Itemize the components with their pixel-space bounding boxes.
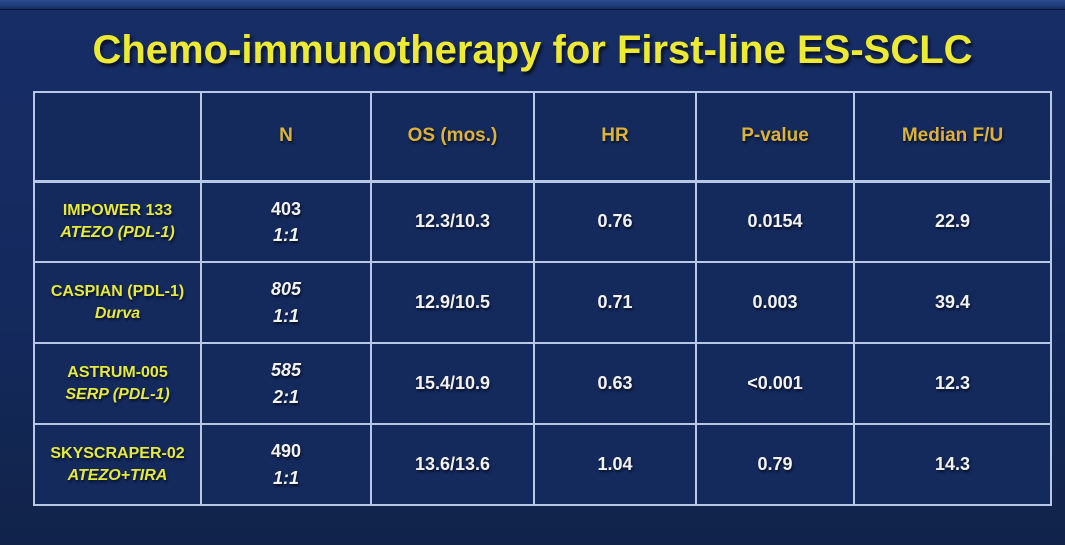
header-os: OS (mos.) [370, 91, 535, 183]
p-value-cell: 0.79 [695, 423, 855, 506]
table-row-impower133: IMPOWER 133 ATEZO (PDL-1) 403 1:1 12.3/1… [33, 180, 1052, 263]
header-hr: HR [533, 91, 697, 183]
n-cell: 403 1:1 [200, 180, 372, 263]
study-name: IMPOWER 133 [62, 202, 173, 220]
slide-title: Chemo-immunotherapy for First-line ES-SC… [92, 28, 973, 72]
n-value: 403 [270, 198, 302, 219]
median-fu-cell: 22.9 [853, 180, 1052, 263]
randomization-ratio: 2:1 [272, 386, 299, 407]
n-cell: 490 1:1 [200, 423, 372, 506]
hr-cell: 0.63 [533, 342, 697, 425]
os-cell: 13.6/13.6 [370, 423, 535, 506]
table-row-astrum005: ASTRUM-005 SERP (PDL-1) 585 2:1 15.4/10.… [33, 342, 1052, 425]
top-edge-highlight [0, 0, 1065, 10]
table-row-skyscraper02: SKYSCRAPER-02 ATEZO+TIRA 490 1:1 13.6/13… [33, 423, 1052, 506]
p-value-cell: 0.003 [695, 261, 855, 344]
median-fu-cell: 12.3 [853, 342, 1052, 425]
study-cell: IMPOWER 133 ATEZO (PDL-1) [33, 180, 202, 263]
randomization-ratio: 1:1 [272, 224, 299, 245]
study-cell: SKYSCRAPER-02 ATEZO+TIRA [33, 423, 202, 506]
os-cell: 15.4/10.9 [370, 342, 535, 425]
study-agent: ATEZO+TIRA [67, 466, 168, 484]
study-name: ASTRUM-005 [67, 363, 168, 381]
median-fu-cell: 14.3 [853, 423, 1052, 506]
n-cell: 585 2:1 [200, 342, 372, 425]
median-fu-cell: 39.4 [853, 261, 1052, 344]
trial-results-table: N OS (mos.) HR P-value Median F/U IMPOWE… [33, 91, 1052, 506]
study-agent: ATEZO (PDL-1) [60, 223, 175, 241]
os-cell: 12.3/10.3 [370, 180, 535, 263]
n-cell: 805 1:1 [200, 261, 372, 344]
n-value: 585 [270, 360, 302, 381]
study-name: CASPIAN (PDL-1) [50, 282, 185, 300]
n-value: 490 [270, 441, 302, 462]
randomization-ratio: 1:1 [272, 467, 299, 488]
hr-cell: 0.71 [533, 261, 697, 344]
header-median-fu: Median F/U [853, 91, 1052, 183]
header-study-blank [33, 91, 202, 183]
hr-cell: 0.76 [533, 180, 697, 263]
p-value-cell: <0.001 [695, 342, 855, 425]
os-cell: 12.9/10.5 [370, 261, 535, 344]
study-agent: Durva [94, 304, 141, 322]
n-value: 805 [270, 279, 302, 300]
hr-cell: 1.04 [533, 423, 697, 506]
table-header-row: N OS (mos.) HR P-value Median F/U [33, 91, 1052, 183]
study-agent: SERP (PDL-1) [65, 385, 170, 403]
header-p-value: P-value [695, 91, 855, 183]
p-value-cell: 0.0154 [695, 180, 855, 263]
study-name: SKYSCRAPER-02 [50, 444, 185, 462]
randomization-ratio: 1:1 [272, 305, 299, 326]
study-cell: ASTRUM-005 SERP (PDL-1) [33, 342, 202, 425]
table-row-caspian: CASPIAN (PDL-1) Durva 805 1:1 12.9/10.5 … [33, 261, 1052, 344]
study-cell: CASPIAN (PDL-1) Durva [33, 261, 202, 344]
header-n: N [200, 91, 372, 183]
